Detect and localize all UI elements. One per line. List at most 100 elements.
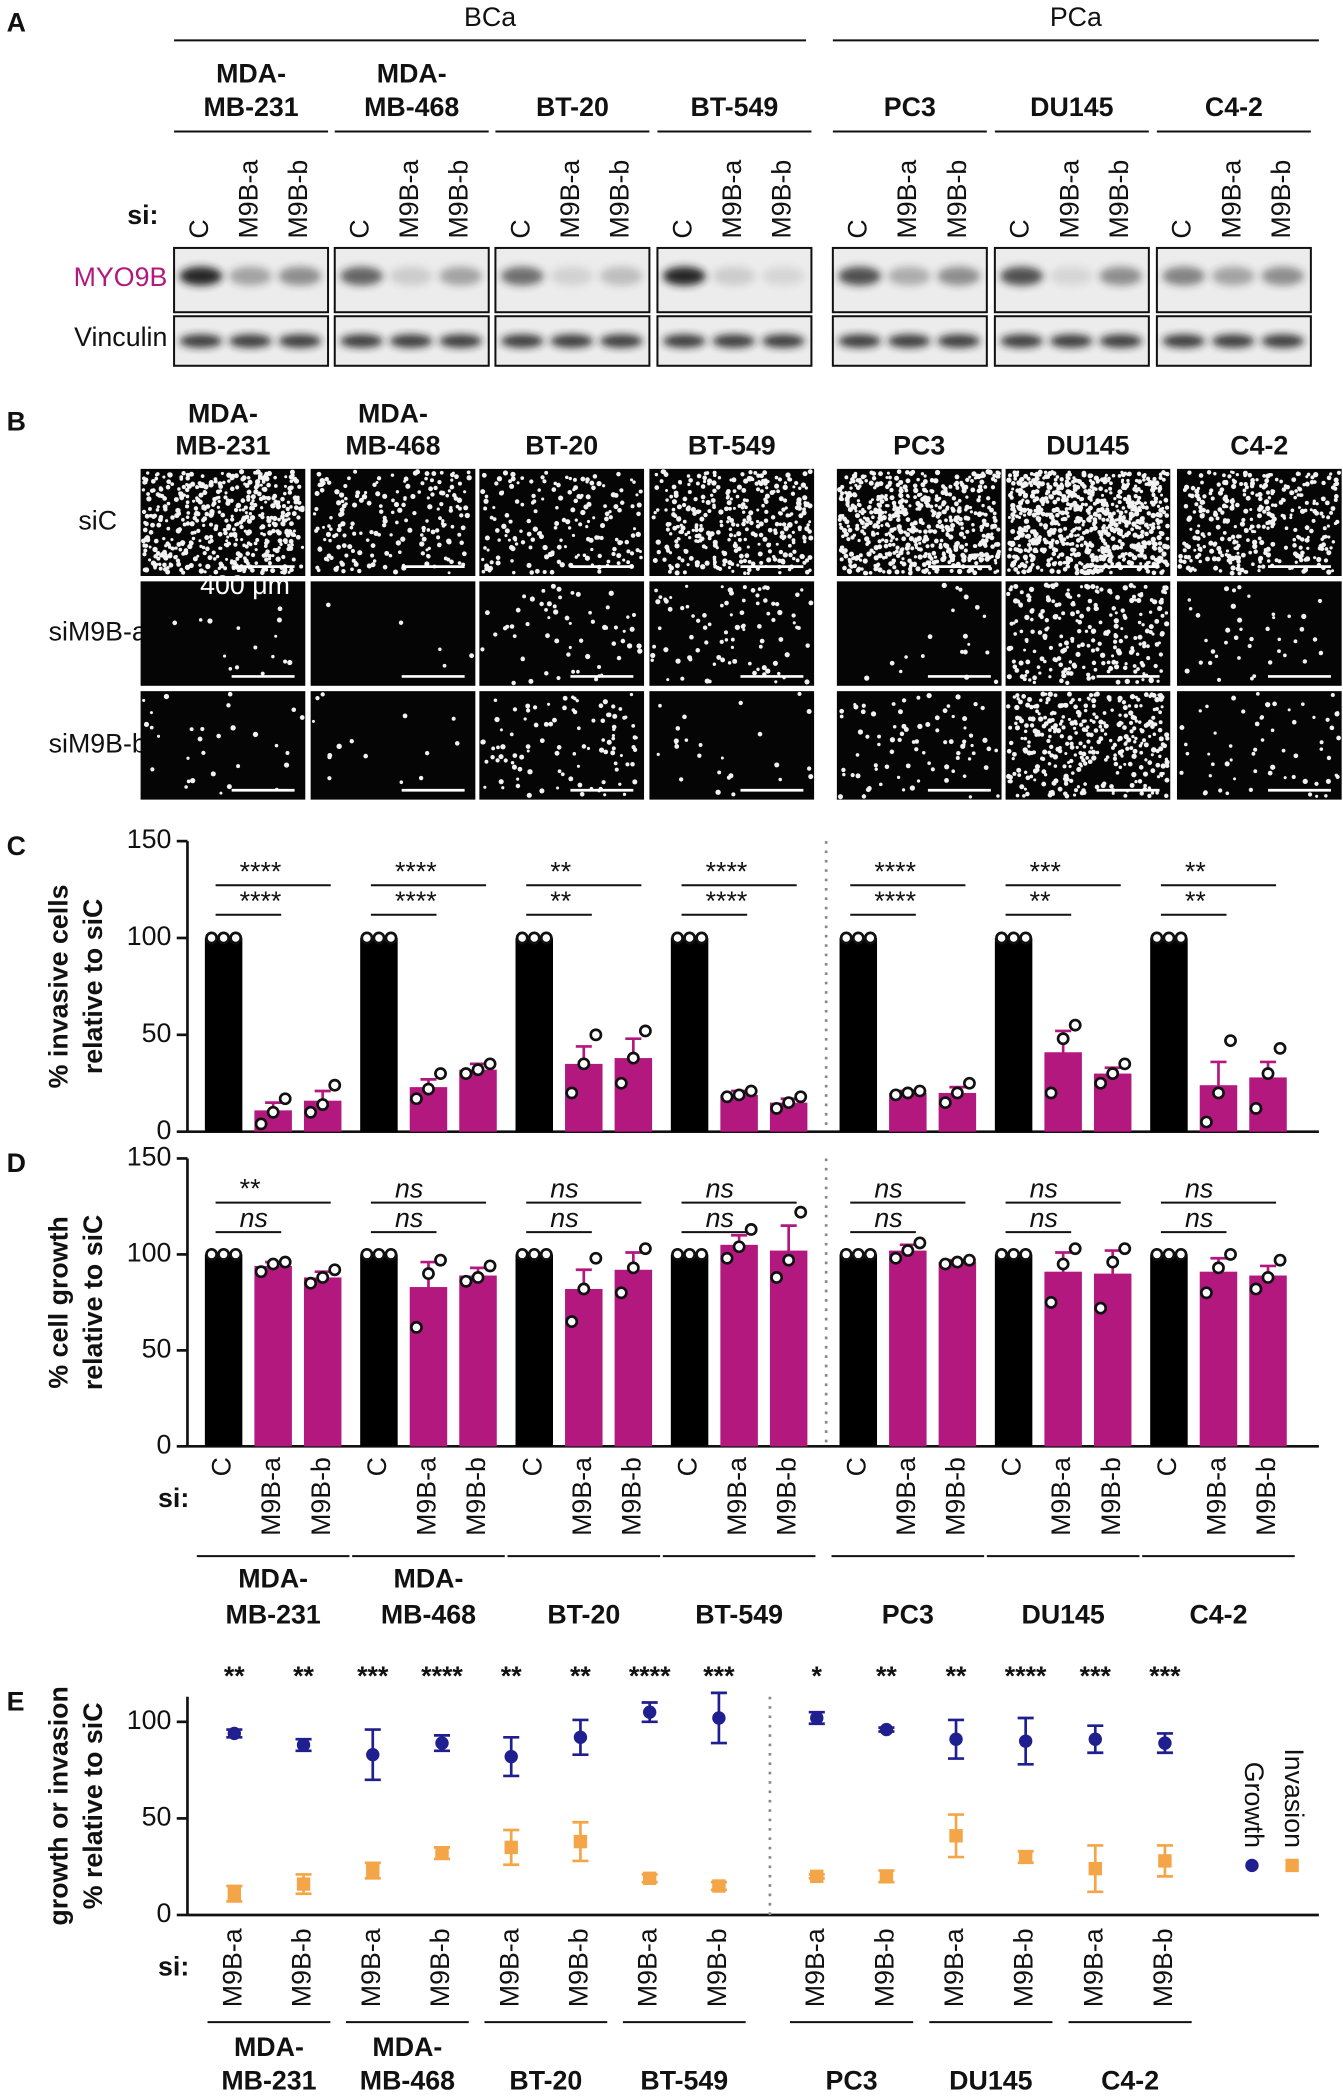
cell-dot	[453, 496, 459, 501]
cell-dot	[1053, 561, 1058, 565]
cell-dot	[1131, 734, 1135, 739]
cell-dot	[996, 527, 1001, 532]
cell-dot	[1069, 758, 1074, 764]
band	[389, 334, 433, 348]
cell-dot	[1307, 792, 1313, 797]
cell-dot	[778, 496, 784, 502]
cell-dot	[625, 762, 630, 767]
cell-dot	[709, 493, 714, 497]
cell-dot	[154, 473, 159, 477]
cell-dot	[1064, 752, 1068, 756]
cell-dot	[990, 485, 996, 490]
cell-dot	[1198, 559, 1203, 564]
cell-dot	[156, 734, 161, 738]
cell-dot	[1130, 646, 1135, 650]
cell-dot	[1183, 504, 1189, 509]
cell-dot	[741, 598, 746, 603]
cell-dot	[405, 483, 411, 489]
cell-dot	[1270, 489, 1275, 493]
cell-dot	[1121, 506, 1126, 510]
cell-dot	[148, 558, 152, 562]
cell-dot	[319, 478, 325, 484]
replicate-point	[483, 1259, 497, 1273]
cell-dot	[632, 527, 637, 531]
cell-dot	[343, 483, 348, 489]
cell-dot	[211, 550, 216, 555]
replicate-point	[626, 1051, 640, 1065]
cell-dot	[970, 743, 974, 748]
cell-dot	[1309, 528, 1314, 534]
cell-dot	[1023, 770, 1028, 774]
cell-dot	[1104, 473, 1108, 477]
cell-dot	[1019, 629, 1024, 634]
cell-dot	[772, 557, 778, 562]
cell-dot	[1293, 527, 1298, 533]
cell-dot	[1207, 660, 1213, 666]
cell-dot	[1154, 696, 1160, 703]
cell-dot	[427, 546, 431, 551]
cell-dot	[1089, 746, 1094, 750]
cell-dot	[1092, 521, 1097, 526]
cell-dot	[1056, 728, 1062, 734]
cell-dot	[1053, 477, 1058, 482]
data-point	[712, 1879, 726, 1893]
cell-dot	[185, 472, 190, 477]
cell-dot	[1249, 507, 1253, 511]
cell-dot	[1324, 794, 1328, 798]
cell-dot	[1108, 486, 1113, 491]
cell-dot	[1241, 709, 1246, 714]
cell-dot	[781, 560, 786, 565]
cell-line-name: MDA-	[377, 58, 447, 88]
bar	[565, 1288, 603, 1447]
data-point	[296, 1738, 311, 1752]
cell-dot	[1133, 636, 1138, 640]
cell-dot	[804, 679, 810, 685]
cell-dot	[763, 598, 768, 603]
cell-dot	[806, 708, 812, 715]
data-point	[1088, 1732, 1102, 1746]
cell-dot	[398, 620, 404, 625]
cell-dot	[925, 560, 931, 566]
cell-dot	[955, 586, 960, 590]
replicate-point	[360, 931, 374, 945]
cell-dot	[540, 475, 545, 480]
cell-dot	[774, 762, 780, 768]
replicate-point	[589, 1028, 603, 1042]
cell-dot	[1333, 494, 1339, 499]
x-tick-label: C	[362, 1457, 392, 1476]
cell-dot	[1007, 568, 1011, 572]
cell-dot	[1089, 473, 1094, 478]
cell-dot	[1084, 629, 1089, 633]
cell-dot	[260, 506, 264, 510]
cell-dot	[1113, 623, 1119, 629]
cell-dot	[933, 559, 938, 564]
cell-dot	[1100, 652, 1106, 658]
cell-dot	[965, 477, 970, 482]
group-label: C4-2	[1189, 1599, 1247, 1629]
cell-dot	[1116, 650, 1121, 655]
cell-dot	[539, 601, 544, 607]
cell-dot	[1312, 508, 1318, 514]
cell-dot	[1093, 602, 1098, 608]
cell-dot	[280, 515, 285, 520]
cell-dot	[1200, 480, 1204, 485]
cell-dot	[761, 665, 767, 671]
cell-dot	[179, 495, 185, 501]
cell-dot	[224, 491, 228, 495]
cell-dot	[1202, 791, 1208, 796]
cell-dot	[585, 494, 591, 500]
cell-dot	[1064, 507, 1069, 512]
cell-dot	[144, 513, 150, 519]
cell-dot	[1161, 771, 1165, 776]
cell-dot	[556, 786, 560, 790]
cell-dot	[612, 713, 618, 719]
cell-dot	[1300, 537, 1305, 542]
cell-dot	[274, 547, 280, 554]
replicate-point	[913, 1084, 927, 1098]
cell-dot	[228, 666, 233, 671]
micrograph	[479, 581, 645, 686]
cell-dot	[1099, 536, 1104, 540]
cell-dot	[418, 775, 424, 781]
cell-dot	[1252, 543, 1258, 550]
cell-dot	[639, 555, 643, 560]
